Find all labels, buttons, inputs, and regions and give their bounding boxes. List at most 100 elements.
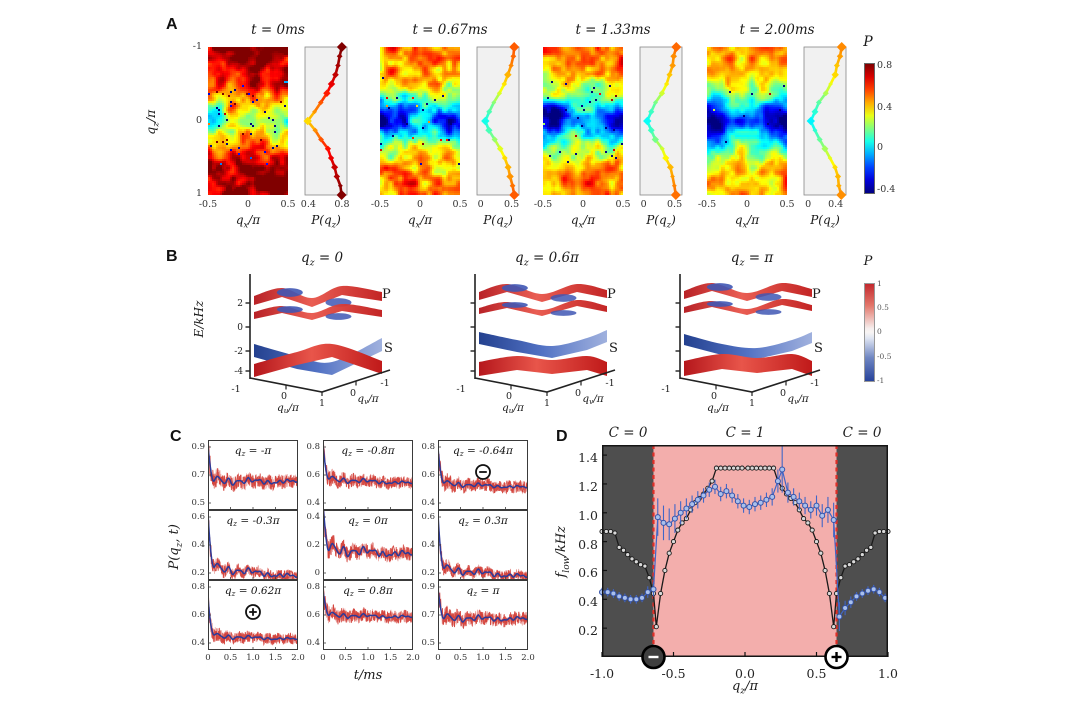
svg-text:-1: -1 [605,378,614,389]
panelD-chart [599,445,891,670]
panel-label-c: C [170,428,182,445]
panelC-xtick-6-0: 0 [205,653,211,663]
panelC-ytick-6-2: 0.4 [191,638,205,648]
svg-text:qv​/π: qv​/π [582,393,604,406]
panelD-xtick-3: 0.5 [806,666,827,681]
panelA-xlabel-3: qx/π [734,213,760,230]
svg-text:1: 1 [544,398,550,409]
panel-label-a: A [166,16,178,33]
panelA-xtick-3-0: -0.5 [697,199,717,210]
panelC-ytick-4-2: 0 [314,568,320,578]
panelD-ytick-1: 1.2 [578,478,598,494]
panelA-colorbar [864,63,875,194]
svg-text:S: S [814,341,823,356]
panelC-ytick-4-1: 0.2 [306,540,320,550]
panelB-surface-plot-0: 2 0 -2 -4 -1 0 1 0 -1 qu​/π qv​/π P S [231,274,393,415]
svg-text:-1: -1 [231,384,240,395]
panelA-xtick-2-1: 0 [579,199,587,210]
panelA-xtick-2-2: 0.5 [615,199,631,210]
panelC-ytick-8-1: 0.7 [421,610,435,620]
panelA-heatmap-2 [543,47,623,195]
svg-text:-1: -1 [380,378,389,389]
svg-text:S: S [384,341,393,356]
panelB-title-2: qz = π [730,250,774,269]
panelA-xtick-1-1: 0 [416,199,424,210]
panelC-xtick-6-1: 0.5 [223,653,238,663]
svg-text:qz​ = 0π: qz​ = 0π [348,515,389,528]
svg-text:2: 2 [237,299,243,309]
panelD-ytick-5: 0.4 [578,594,598,610]
svg-text:qz​ = 0.8π: qz​ = 0.8π [343,585,394,598]
panelA-sideplot-0 [303,42,348,200]
panelA-title-2: t = 1.33ms [575,22,651,38]
panelC-xtick-8-1: 0.5 [453,653,468,663]
panelC-ytick-5-2: 0.2 [421,568,435,578]
panelC-xtick-6-2: 1.0 [246,653,260,663]
panelA-side-xtick-3-1: 0.4 [828,199,844,210]
panelD-ytick-0: 1.4 [578,450,598,466]
svg-text:0: 0 [780,388,786,399]
panelA-side-xtick-3-0: 0 [805,199,812,210]
svg-text:0: 0 [506,391,512,402]
panelC-subplot-4: qz​ = 0π [323,510,413,580]
panelC-subplot-5: qz​ = 0.3π [438,510,528,580]
panelA-colorbar-label: P [863,34,873,50]
panelA-xlabel-0: qx/π [235,213,261,230]
panelC-ytick-8-0: 0.9 [421,582,435,592]
panelA-side-xlabel-0: P(qz) [311,213,341,230]
svg-text:0: 0 [237,323,243,333]
panelA-side-xtick-0-0: 0.4 [300,199,316,210]
panelB-colorbar [864,283,875,382]
panelD-ytick-6: 0.2 [578,623,598,639]
panelD-xtick-4: 1.0 [878,666,898,681]
panelA-side-xlabel-3: P(qz) [810,213,840,230]
panelB-colorbar-tick-2: 0 [877,327,882,337]
panel-label-d: D [556,428,568,445]
svg-text:qu​/π: qu​/π [502,402,525,415]
panelC-ytick-0-0: 0.9 [191,442,205,452]
panelC-ytick-0-2: 0.5 [191,498,205,508]
svg-text:qz​ = π: qz​ = π [467,585,501,598]
panelC-xlabel: t/ms [353,668,383,683]
panelB-title-1: qz = 0.6π [515,250,579,269]
svg-text:S: S [609,341,618,356]
svg-text:1: 1 [319,398,325,409]
panelA-side-xtick-1-1: 0.5 [504,199,520,210]
panelC-xtick-8-0: 0 [435,653,441,663]
panelA-sideplot-3 [803,42,847,200]
panelC-ytick-3-1: 0.4 [191,540,205,550]
panelB-title-0: qz = 0 [300,250,344,269]
panelA-xtick-1-2: 0.5 [452,199,468,210]
panelA-colorbar-tick-2: 0 [877,142,884,153]
panelA-side-xtick-1-0: 0 [477,199,484,210]
panelB-surface-plot-1: -1 0 1 0 -1 qu​/π qv​/π P S [456,274,618,415]
panelA-ytick-0: -1 [192,41,202,52]
panelA-heatmap-1 [380,47,460,195]
panelC-xtick-7-0: 0 [320,653,326,663]
panelA-sideplot-1 [476,42,520,200]
panelC-subplot-2: qz​ = -0.64π [438,440,528,510]
svg-text:qu​/π: qu​/π [277,402,300,415]
panelC-ytick-3-0: 0.6 [191,512,205,522]
panelC-ytick-3-2: 0.2 [191,568,205,578]
svg-text:-1: -1 [810,378,819,389]
panelD-ytick-4: 0.6 [578,565,598,581]
panelA-side-xlabel-2: P(qz) [646,213,676,230]
panelA-side-xtick-0-1: 0.8 [334,199,350,210]
panelD-ytick-2: 1.0 [578,507,598,523]
panelA-ylabel: qz/π [142,109,162,135]
panelB-colorbar-tick-1: 0.5 [877,303,889,313]
svg-text:P: P [607,287,616,302]
panelA-side-xtick-2-1: 0.5 [667,199,683,210]
panelB-ylabel: E/kHz [192,300,206,338]
panelC-ytick-1-0: 0.8 [306,442,320,452]
panelC-ytick-7-0: 0.8 [306,582,320,592]
panelC-ytick-5-0: 0.6 [421,512,435,522]
panelA-xtick-1-0: -0.5 [370,199,390,210]
panelC-ytick-0-1: 0.7 [191,470,205,480]
panelA-title-0: t = 0ms [251,22,305,38]
panelD-region-label-0: C = 0 [608,425,648,441]
panelC-xtick-6-4: 2.0 [291,653,305,663]
panelD-region-label-2: C = 0 [842,425,882,441]
panelB-colorbar-tick-3: -0.5 [877,351,892,361]
